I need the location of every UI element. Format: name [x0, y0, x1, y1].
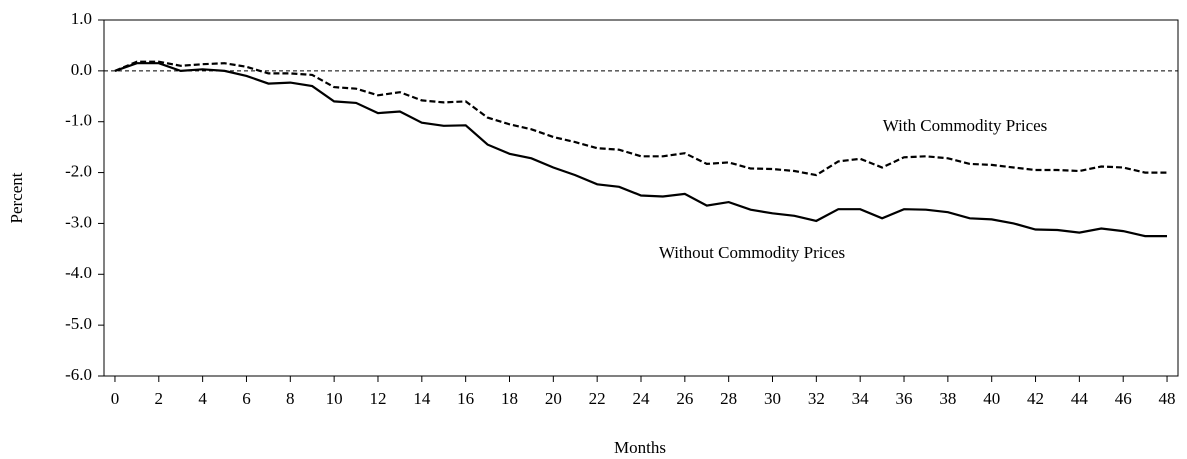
- series-label: With Commodity Prices: [883, 116, 1048, 135]
- x-tick-label: 14: [413, 389, 431, 408]
- x-tick-label: 40: [983, 389, 1000, 408]
- x-tick-label: 20: [545, 389, 562, 408]
- x-tick-label: 32: [808, 389, 825, 408]
- y-tick-label: 0.0: [71, 60, 92, 79]
- x-tick-label: 44: [1071, 389, 1089, 408]
- y-tick-label: -5.0: [65, 314, 92, 333]
- series-label: Without Commodity Prices: [659, 243, 845, 262]
- y-axis-label: Percent: [7, 172, 26, 223]
- y-tick-label: -4.0: [65, 263, 92, 282]
- y-tick-label: -6.0: [65, 365, 92, 384]
- x-tick-label: 6: [242, 389, 251, 408]
- y-tick-label: -1.0: [65, 111, 92, 130]
- x-tick-label: 0: [111, 389, 120, 408]
- y-tick-label: -2.0: [65, 161, 92, 180]
- x-tick-label: 4: [198, 389, 207, 408]
- x-tick-label: 10: [326, 389, 343, 408]
- x-tick-label: 42: [1027, 389, 1044, 408]
- x-tick-label: 22: [589, 389, 606, 408]
- y-tick-label: -3.0: [65, 212, 92, 231]
- x-tick-label: 24: [633, 389, 651, 408]
- x-tick-label: 46: [1115, 389, 1132, 408]
- x-tick-label: 38: [939, 389, 956, 408]
- x-tick-label: 16: [457, 389, 474, 408]
- x-tick-label: 30: [764, 389, 781, 408]
- y-tick-label: 1.0: [71, 9, 92, 28]
- x-tick-label: 12: [369, 389, 386, 408]
- x-tick-label: 26: [676, 389, 693, 408]
- x-tick-label: 8: [286, 389, 295, 408]
- x-tick-label: 48: [1159, 389, 1176, 408]
- series-line: [114, 62, 1167, 238]
- x-tick-label: 18: [501, 389, 518, 408]
- x-axis-label: Months: [614, 438, 666, 457]
- x-tick-label: 34: [852, 389, 870, 408]
- x-tick-label: 28: [720, 389, 737, 408]
- x-tick-label: 36: [896, 389, 913, 408]
- x-tick-label: 2: [155, 389, 164, 408]
- series-line: [114, 60, 1167, 177]
